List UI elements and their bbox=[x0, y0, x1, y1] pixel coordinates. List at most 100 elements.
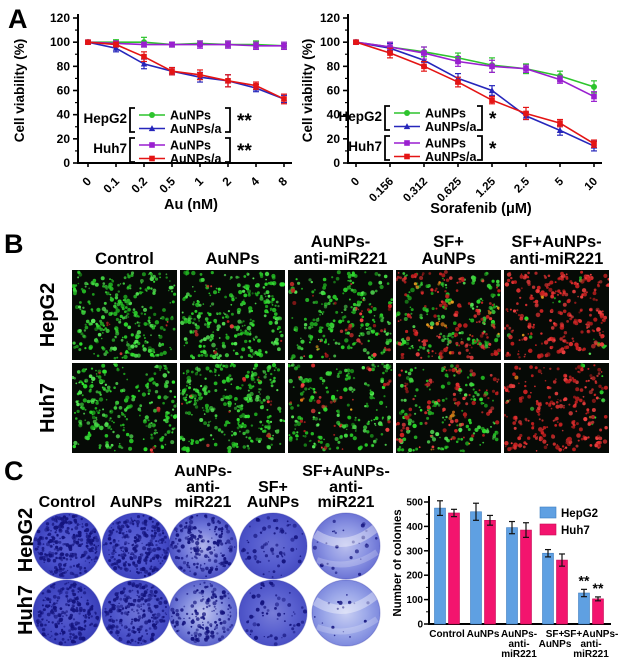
svg-text:80: 80 bbox=[57, 59, 71, 73]
svg-text:5: 5 bbox=[553, 175, 566, 188]
svg-text:0.5: 0.5 bbox=[156, 174, 178, 196]
colony-well-hepg2-control bbox=[32, 512, 102, 580]
column-header-aunps: AuNPs bbox=[205, 250, 260, 269]
svg-text:2: 2 bbox=[219, 174, 234, 189]
svg-text:**: ** bbox=[237, 141, 252, 162]
svg-text:AuNPs: AuNPs bbox=[467, 629, 500, 640]
colony-header-control: Control bbox=[38, 493, 96, 511]
svg-text:4: 4 bbox=[247, 174, 262, 189]
svg-text:AuNPs: AuNPs bbox=[425, 107, 466, 121]
svg-text:300: 300 bbox=[406, 546, 423, 557]
micrograph-column-headers: Control AuNPs AuNPs- anti-miR221 SF+ AuNPs S… bbox=[72, 226, 609, 268]
svg-text:0: 0 bbox=[79, 174, 94, 189]
colony-well-hepg2-aunps-anti-mir221 bbox=[168, 512, 238, 580]
svg-text:**: ** bbox=[579, 572, 590, 588]
svg-text:Control: Control bbox=[429, 629, 465, 640]
svg-text:Huh7: Huh7 bbox=[348, 139, 382, 154]
svg-text:0: 0 bbox=[417, 620, 423, 631]
panel-c-label: C bbox=[4, 456, 24, 486]
svg-text:HepG2: HepG2 bbox=[338, 109, 382, 124]
micrograph-huh7-control bbox=[72, 363, 177, 453]
svg-text:60: 60 bbox=[57, 84, 71, 98]
svg-text:AuNPs-: AuNPs- bbox=[501, 629, 537, 640]
svg-text:500: 500 bbox=[406, 498, 423, 509]
micrograph-hepg2-sf-aunps-anti-mir221 bbox=[504, 270, 609, 360]
svg-text:120: 120 bbox=[50, 11, 70, 25]
svg-text:*: * bbox=[489, 109, 497, 130]
colony-well-hepg2-sf-aunps-anti-mir221 bbox=[311, 512, 381, 580]
svg-text:Huh7: Huh7 bbox=[93, 141, 127, 156]
svg-text:Au (nM): Au (nM) bbox=[164, 197, 218, 213]
micrograph-huh7-aunps-anti-mir221 bbox=[288, 363, 393, 453]
svg-text:60: 60 bbox=[327, 84, 341, 98]
svg-text:0: 0 bbox=[63, 156, 70, 170]
svg-text:40: 40 bbox=[327, 108, 341, 122]
svg-text:**: ** bbox=[593, 580, 604, 596]
column-header-sf-aunps: SF+ AuNPs bbox=[421, 233, 476, 269]
svg-text:Huh7: Huh7 bbox=[561, 525, 590, 537]
svg-text:100: 100 bbox=[406, 595, 423, 606]
svg-text:1.25: 1.25 bbox=[474, 175, 499, 200]
svg-text:SF+: SF+ bbox=[546, 629, 565, 640]
svg-text:100: 100 bbox=[50, 35, 70, 49]
colony-header-aunps-anti-mir221: AuNPs- anti- miR221 bbox=[174, 463, 232, 511]
svg-text:1: 1 bbox=[191, 174, 206, 189]
colony-well-huh7-aunps-anti-mir221 bbox=[168, 579, 238, 647]
colony-well-hepg2-aunps bbox=[101, 512, 171, 580]
svg-text:Number of colonies: Number of colonies bbox=[393, 509, 404, 616]
svg-text:AuNPs: AuNPs bbox=[539, 639, 572, 650]
panel-a-label: A bbox=[8, 4, 28, 34]
micrograph-row-label-hepg2: HepG2 bbox=[36, 282, 59, 348]
svg-text:AuNPs/a: AuNPs/a bbox=[170, 122, 222, 136]
svg-text:Cell viability (%): Cell viability (%) bbox=[12, 39, 27, 143]
fluorescence-micrograph-grid bbox=[72, 270, 609, 453]
colony-well-huh7-control bbox=[32, 579, 102, 647]
svg-text:HepG2: HepG2 bbox=[561, 508, 598, 520]
micrograph-hepg2-control bbox=[72, 270, 177, 360]
svg-text:0.1: 0.1 bbox=[100, 174, 122, 196]
svg-text:AuNPs: AuNPs bbox=[170, 139, 211, 153]
colony-header-sf-aunps-anti-mir221: SF+AuNPs- anti- miR221 bbox=[302, 463, 390, 511]
svg-text:2.5: 2.5 bbox=[512, 175, 532, 195]
micrograph-hepg2-aunps bbox=[180, 270, 285, 360]
svg-text:Sorafenib (μM): Sorafenib (μM) bbox=[430, 201, 532, 217]
svg-text:0.2: 0.2 bbox=[128, 174, 150, 196]
micrograph-huh7-sf-aunps bbox=[396, 363, 501, 453]
au-viability-line-chart: 0 20 40 60 80 100 120 0 0.1 0.2 0.5 1 2 4 8 Au (nM) Cell… bbox=[12, 11, 292, 213]
svg-text:0.312: 0.312 bbox=[401, 176, 430, 205]
svg-text:**: ** bbox=[237, 111, 252, 132]
svg-text:80: 80 bbox=[327, 59, 341, 73]
panel-b-label: B bbox=[4, 229, 24, 259]
colony-header-sf-aunps: SF+ AuNPs bbox=[246, 478, 300, 511]
svg-text:miR221: miR221 bbox=[573, 649, 609, 660]
colony-well-huh7-sf-aunps-anti-mir221 bbox=[311, 579, 381, 647]
svg-text:AuNPs/a: AuNPs/a bbox=[170, 152, 222, 166]
column-header-sf-aunps-anti-mir221: SF+AuNPs- anti-miR221 bbox=[509, 233, 604, 269]
micrograph-row-label-huh7: Huh7 bbox=[36, 383, 59, 433]
svg-text:0: 0 bbox=[349, 176, 362, 189]
svg-text:400: 400 bbox=[406, 522, 423, 533]
micrograph-huh7-sf-aunps-anti-mir221 bbox=[504, 363, 609, 453]
micrograph-huh7-aunps bbox=[180, 363, 285, 453]
svg-text:anti-: anti- bbox=[508, 639, 529, 650]
colony-well-huh7-aunps bbox=[101, 579, 171, 647]
colony-well-huh7-sf-aunps bbox=[238, 579, 308, 647]
column-header-aunps-anti-mir221: AuNPs- anti-miR221 bbox=[293, 233, 388, 269]
svg-text:120: 120 bbox=[320, 11, 340, 25]
svg-text:8: 8 bbox=[275, 174, 290, 189]
svg-text:100: 100 bbox=[320, 35, 340, 49]
micrograph-hepg2-sf-aunps bbox=[396, 270, 501, 360]
colony-header-aunps: AuNPs bbox=[109, 493, 163, 511]
svg-text:10: 10 bbox=[583, 176, 601, 194]
svg-text:200: 200 bbox=[406, 571, 423, 582]
svg-text:anti-: anti- bbox=[580, 639, 601, 650]
svg-text:*: * bbox=[489, 139, 497, 160]
svg-text:AuNPs/a: AuNPs/a bbox=[425, 150, 477, 164]
svg-text:20: 20 bbox=[57, 132, 71, 146]
column-header-control: Control bbox=[95, 250, 154, 269]
svg-text:SF+AuNPs-: SF+AuNPs- bbox=[564, 629, 619, 640]
svg-text:40: 40 bbox=[57, 108, 71, 122]
